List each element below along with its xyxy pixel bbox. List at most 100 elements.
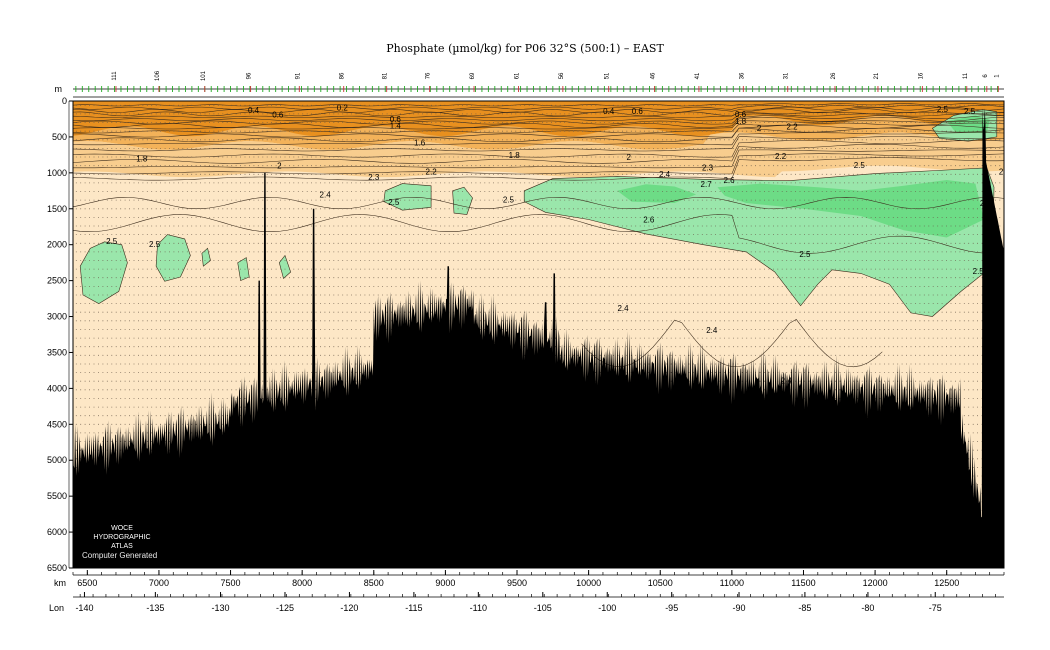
station-number-label: 1 [994, 74, 1000, 78]
band-above-2-7-core [946, 115, 990, 134]
distance-tick-label: 8500 [364, 578, 384, 588]
longitude-tick-label: -115 [405, 603, 422, 613]
band-above-2-7-core [617, 184, 697, 203]
contour-label: 2.5 [388, 198, 400, 207]
distance-tick-label: 12000 [863, 578, 888, 588]
distance-tick-label: 12500 [934, 578, 959, 588]
contour-line [73, 136, 1004, 152]
contour-label: 2.6 [643, 215, 655, 224]
contour-line [383, 183, 432, 211]
contour-label: 2 [757, 124, 762, 133]
station-number-label: 96 [247, 72, 253, 79]
longitude-tick-label: -140 [75, 603, 93, 613]
band-2-5-to-2-7-pool [80, 241, 128, 304]
station-number-label: 26 [831, 72, 837, 79]
contour-label: 0.6 [735, 110, 747, 119]
depth-tick-label: 3000 [47, 312, 67, 322]
contour-label: 0.4 [603, 107, 615, 116]
band-above-2-7-core [717, 180, 984, 238]
distance-tick-label: 10500 [648, 578, 673, 588]
contour-line [931, 109, 998, 142]
contour-line [73, 106, 1004, 113]
depth-tick-label: 5000 [47, 455, 67, 465]
contour-labels: 0.4 0.60.20.61.41.61.822.32.22.42.51.82.5… [106, 103, 1004, 385]
contour-label: 2.5 [964, 107, 976, 116]
contour-line [73, 111, 1004, 118]
watermark-line3: ATLAS [111, 543, 133, 550]
longitude-tick-label: -105 [534, 603, 552, 613]
contour-line [73, 140, 1004, 158]
contour-label: 0.4 [248, 106, 260, 115]
depth-tick-label: 6500 [47, 563, 67, 573]
contour-label: 2 [989, 230, 994, 239]
contour-label: 2.5 [937, 105, 949, 114]
depth-tick-label: 4000 [47, 383, 67, 393]
watermark-line2: HYDROGRAPHIC [93, 534, 150, 541]
station-number-label: 81 [383, 72, 389, 79]
contour-label: 2.6 [723, 176, 735, 185]
depth-tick-label: 3500 [47, 347, 67, 357]
distance-tick-label: 7000 [149, 578, 169, 588]
station-number-label: 46 [651, 72, 657, 79]
contour-line [237, 257, 250, 282]
longitude-tick-label: -85 [798, 603, 811, 613]
station-number-label: 11 [963, 72, 969, 79]
band-2-5-to-2-7-pool [452, 187, 473, 215]
longitude-tick-label: -80 [861, 603, 874, 613]
longitude-tick-label: -135 [146, 603, 164, 613]
contour-label: 2.4 [659, 170, 671, 179]
contour-line [201, 247, 211, 267]
station-number-label: 36 [739, 72, 745, 79]
station-number-label: 69 [470, 72, 476, 79]
depth-axis: m 0 500 1000 1500 2000 2500 3000 3500 4000 4500 50… [47, 84, 73, 573]
depth-tick-label: 2000 [47, 240, 67, 250]
contour-line [523, 167, 995, 317]
station-number-label: 51 [605, 72, 611, 79]
contour-label: 1.6 [414, 139, 426, 148]
contour-line [73, 115, 1004, 125]
contour-label: 1.8 [735, 117, 747, 126]
watermark-credit: Computer Generated [82, 551, 157, 560]
contour-label: 1.8 [509, 151, 521, 160]
contour-label: 2.4 [781, 376, 793, 385]
contour-line [73, 153, 1004, 175]
contour-line [73, 132, 1004, 146]
contour-label: 2.2 [786, 123, 798, 132]
contour-label: 2.2 [426, 167, 438, 176]
station-number-label: 76 [426, 72, 432, 79]
contour-line [278, 254, 292, 280]
woce-watermark: WOCE HYDROGRAPHIC ATLAS Computer Generat… [82, 525, 157, 560]
distance-tick-label: 7500 [221, 578, 241, 588]
depth-tick-label: 4500 [47, 419, 67, 429]
longitude-tick-label: -90 [733, 603, 746, 613]
contour-label: 2.5 [854, 161, 866, 170]
contour-line [73, 108, 1004, 117]
contour-label: 2.4 [617, 304, 629, 313]
contour-line [73, 125, 1004, 138]
contour-line [155, 234, 191, 282]
band-2-5-to-2-7-pool [156, 234, 191, 282]
depth-tick-label: 1500 [47, 204, 67, 214]
contour-line [73, 144, 1004, 164]
longitude-tick-label: -130 [212, 603, 230, 613]
contour-label: 2.5 [503, 195, 515, 204]
band-1-8-to-2-2 [73, 132, 1004, 178]
longitude-tick-label: -120 [340, 603, 358, 613]
distance-tick-label: 8000 [292, 578, 312, 588]
depth-tick-label: 6000 [47, 527, 67, 537]
contour-label: 2.2 [775, 152, 787, 161]
longitude-tick-label: -110 [470, 603, 487, 613]
contour-line [79, 241, 128, 304]
station-number-label: 101 [201, 70, 207, 81]
depth-tick-label: 500 [52, 132, 67, 142]
band-2-5-to-2-7-pool [201, 248, 211, 267]
band-2-5-to-2-7-pool [383, 183, 432, 211]
band-2-5-to-2-7-pool [237, 257, 250, 281]
distance-tick-label: 11500 [791, 578, 815, 588]
contour-label: 2.7 [701, 180, 713, 189]
depth-tick-label: 2500 [47, 276, 67, 286]
plot-frame [72, 100, 1005, 569]
contour-label: 2.5 [799, 250, 811, 259]
contour-line [452, 186, 473, 215]
contour-label: 2 [626, 153, 631, 162]
